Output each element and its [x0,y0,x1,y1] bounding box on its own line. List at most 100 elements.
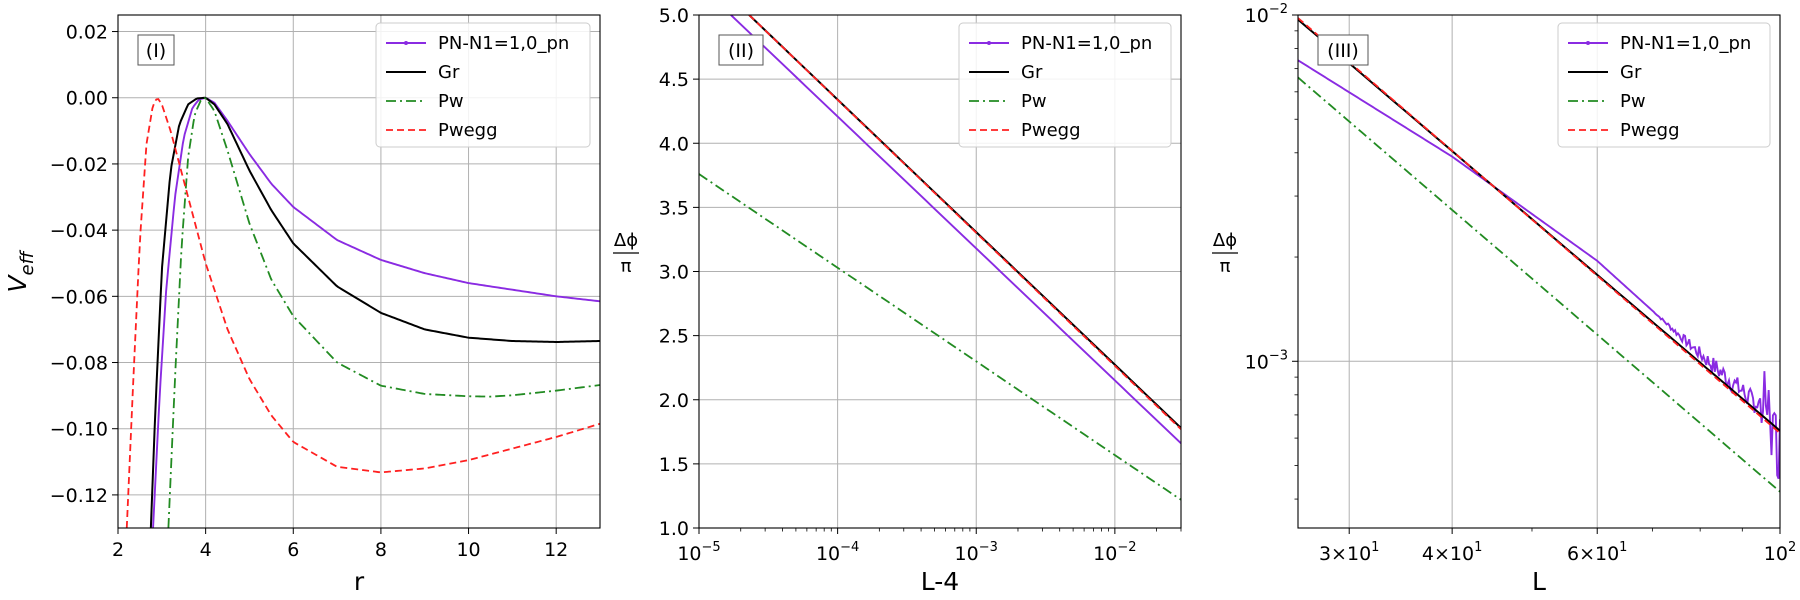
y-tick-label: 3.0 [659,262,689,284]
legend-label: Pwegg [438,120,498,141]
legend: PN-N1=1,0_pn Gr Pw Pwegg [1557,22,1771,148]
legend-item-pw: Pw [386,91,464,112]
y-tick-label: −0.02 [50,154,108,176]
legend-box [1557,22,1771,148]
y-axis-label-denominator: π [1220,256,1231,277]
axes-frame [117,14,601,529]
y-tick-label: −0.12 [50,485,108,507]
y-tick-label: −0.08 [50,353,108,375]
x-axis-label: L [1532,567,1546,596]
panel-2-deflection-vs-l-minus-4: 10−5 10−4 10−3 10−2 1.0 1.5 2.0 2.5 3.0 3.5 4.0 4.5… [613,5,1182,596]
y-tick-label: 2.0 [659,390,689,412]
x-axis-label: L-4 [921,567,959,596]
legend-item-gr: Gr [1568,62,1642,83]
y-axis-label: Δϕ π [1212,230,1238,277]
y-axis-label-numerator: Δϕ [614,230,638,251]
y-tick-label: 1.5 [659,454,689,476]
series-line-pn [1298,59,1780,480]
panel-tag-label: (I) [146,40,166,62]
legend-label: PN-N1=1,0_pn [438,33,569,54]
series-line-pwegg [1298,17,1780,434]
series-line-pwegg [125,98,600,528]
axis-ticks [1292,14,1781,534]
x-tick-label: 10−3 [955,540,998,565]
legend-label: Pw [438,91,464,112]
axes-frame [1297,14,1781,529]
legend-box [958,22,1172,148]
legend-label: PN-N1=1,0_pn [1620,33,1751,54]
panel-tag-label: (II) [728,40,754,62]
axes-frame [698,14,1182,529]
legend-label: Gr [438,62,460,83]
panel-tag-label: (III) [1327,40,1359,62]
series-line-pw [699,173,1181,501]
y-tick-label: −0.04 [50,220,108,242]
legend-item-pwegg: Pwegg [386,120,498,141]
series-line-pn [152,96,600,528]
y-tick-label: 4.5 [659,69,689,91]
axis-ticks [693,14,1182,534]
x-tick-label: 2 [112,539,124,561]
x-tick-label: 10−5 [677,540,720,565]
y-tick-label: 10−3 [1245,348,1288,373]
x-tick-label: 12 [544,539,568,561]
x-tick-label: 4 [200,539,212,561]
legend-box [375,22,591,148]
y-tick-label: 0.02 [66,22,108,44]
legend-label: Gr [1021,62,1043,83]
panel-3-deflection-vs-l-loglog: 3×101 4×101 6×101 102 10−2 10−3 (III) PN-N1=1,0… [1212,2,1796,596]
x-tick-label: 10 [456,539,480,561]
panel-tag-box [1317,34,1369,66]
legend: PN-N1=1,0_pn Gr Pw Pwegg [375,22,591,148]
y-tick-label: 0.00 [66,88,108,110]
series-line-pw [167,97,600,528]
x-tick-label: 6×101 [1567,540,1627,565]
legend-label: PN-N1=1,0_pn [1021,33,1152,54]
x-tick-label: 102 [1764,540,1796,565]
legend-item-gr: Gr [386,62,460,83]
panel-1-veff-vs-r: 2 4 6 8 10 12 0.02 0.00 −0.02 −0.04 −0.06 −0.08 −0.1… [3,14,601,596]
x-tick-label: 4×101 [1422,540,1482,565]
legend-label: Pwegg [1620,120,1680,141]
series-group [699,15,1181,501]
legend-item-pwegg: Pwegg [1568,120,1680,141]
panel-tag-box [137,34,175,66]
y-tick-label: 5.0 [659,5,689,27]
axis-ticks [112,31,557,534]
x-tick-label: 8 [375,539,387,561]
y-tick-label: −0.10 [50,419,108,441]
series-line-pwegg [748,15,1181,430]
legend-item-gr: Gr [969,62,1043,83]
legend: PN-N1=1,0_pn Gr Pw Pwegg [958,22,1172,148]
series-line-gr [149,96,600,528]
legend-label: Gr [1620,62,1642,83]
legend-marker [404,41,408,45]
y-axis-label-denominator: π [621,256,632,277]
legend-label: Pw [1021,91,1047,112]
x-axis-label: r [354,567,365,596]
legend-label: Pwegg [1021,120,1081,141]
y-axis-label: Δϕ π [613,230,639,277]
legend-item-pw: Pw [969,91,1047,112]
panel-tag-box [718,34,764,66]
series-line-gr [1298,18,1780,432]
series-group [125,96,600,528]
y-tick-label: −0.06 [50,286,108,308]
y-tick-label: 3.5 [659,197,689,219]
x-tick-label: 3×101 [1319,540,1379,565]
x-tick-label: 6 [287,539,299,561]
legend-item-pn: PN-N1=1,0_pn [1568,33,1751,54]
legend-label: Pw [1620,91,1646,112]
legend-item-pn: PN-N1=1,0_pn [386,33,569,54]
legend-item-pw: Pw [1568,91,1646,112]
series-group [1298,17,1780,493]
y-axis-label: Veff [3,249,38,292]
x-tick-label: 10−4 [816,540,859,565]
legend-item-pwegg: Pwegg [969,120,1081,141]
y-axis-label-numerator: Δϕ [1213,230,1237,251]
y-tick-label: 1.0 [659,518,689,540]
y-tick-label: 4.0 [659,133,689,155]
legend-marker [987,41,991,45]
x-tick-label: 10−2 [1093,540,1136,565]
